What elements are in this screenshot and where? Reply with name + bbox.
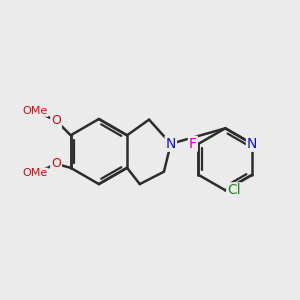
Text: OMe: OMe xyxy=(23,106,48,116)
Text: O: O xyxy=(51,158,61,170)
Text: O: O xyxy=(51,114,61,127)
Text: F: F xyxy=(189,137,197,151)
Text: OMe: OMe xyxy=(23,168,48,178)
Text: Cl: Cl xyxy=(227,183,241,197)
Text: N: N xyxy=(166,137,176,151)
Text: N: N xyxy=(247,137,257,151)
